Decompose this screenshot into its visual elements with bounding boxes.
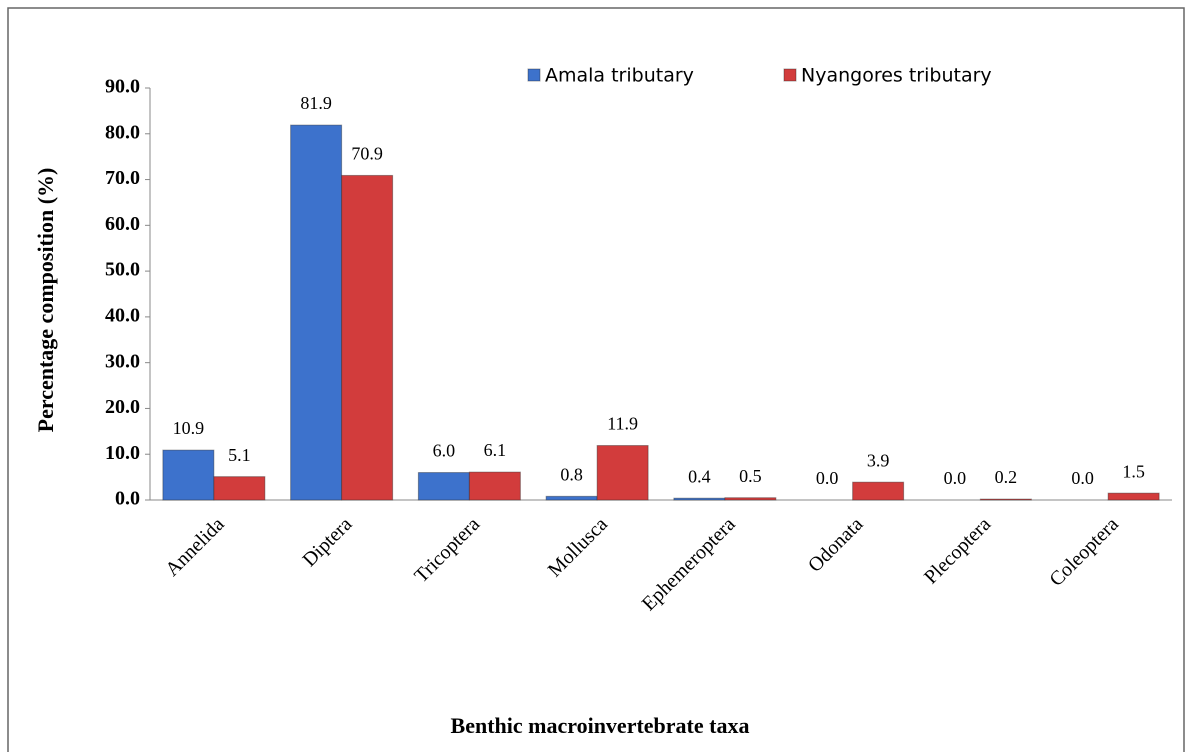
y-tick-label: 20.0 <box>105 396 140 418</box>
data-label: 3.9 <box>867 450 890 470</box>
bar <box>596 445 649 501</box>
legend-swatch <box>527 68 541 82</box>
bar <box>545 495 598 501</box>
data-label: 81.9 <box>300 93 332 113</box>
x-tick-label: Mollusca <box>544 513 612 581</box>
data-label: 5.1 <box>228 445 251 465</box>
y-tick-label: 80.0 <box>105 121 140 143</box>
data-label: 0.8 <box>560 464 583 484</box>
y-tick-label: 0.0 <box>115 488 140 510</box>
x-tick-label: Diptera <box>298 513 356 571</box>
data-label: 0.0 <box>816 468 839 488</box>
data-label: 10.9 <box>173 418 205 438</box>
y-axis-title: Percentage composition (%) <box>33 168 58 433</box>
bar <box>213 476 266 501</box>
data-label: 0.0 <box>1071 468 1094 488</box>
x-tick-label: Ephemeroptera <box>638 513 740 615</box>
bar <box>290 124 343 501</box>
x-tick-label: Coleoptera <box>1045 513 1123 591</box>
chart-frame <box>7 7 1185 752</box>
bar <box>1107 492 1160 501</box>
bar <box>417 472 470 501</box>
legend-label: Amala tributary <box>545 65 694 87</box>
y-tick-label: 40.0 <box>105 304 140 326</box>
data-label: 11.9 <box>607 414 638 434</box>
y-tick-label: 70.0 <box>105 167 140 189</box>
y-tick-label: 90.0 <box>105 76 140 98</box>
bar <box>341 174 394 501</box>
x-axis-title: Benthic macroinvertebrate taxa <box>451 713 750 738</box>
bar <box>979 498 1032 501</box>
bar <box>724 497 777 501</box>
x-tick-label: Plecoptera <box>920 513 995 588</box>
y-tick-label: 50.0 <box>105 259 140 281</box>
legend-label: Nyangores tributary <box>801 65 992 87</box>
data-label: 6.1 <box>484 440 507 460</box>
bar <box>852 481 905 501</box>
y-tick-label: 10.0 <box>105 442 140 464</box>
bar <box>468 471 521 501</box>
data-label: 0.2 <box>995 467 1018 487</box>
x-tick-label: Tricoptera <box>410 513 484 587</box>
data-label: 0.0 <box>944 468 967 488</box>
y-tick-label: 60.0 <box>105 213 140 235</box>
data-label: 6.0 <box>433 441 456 461</box>
data-label: 0.5 <box>739 466 762 486</box>
data-label: 0.4 <box>688 466 711 486</box>
data-label: 70.9 <box>351 144 383 164</box>
y-tick-label: 30.0 <box>105 350 140 372</box>
legend-swatch <box>783 68 797 82</box>
x-tick-label: Odonata <box>804 513 868 577</box>
x-tick-label: Annelida <box>161 513 228 580</box>
data-label: 1.5 <box>1122 461 1145 481</box>
bar <box>162 449 215 501</box>
bar <box>673 497 726 501</box>
